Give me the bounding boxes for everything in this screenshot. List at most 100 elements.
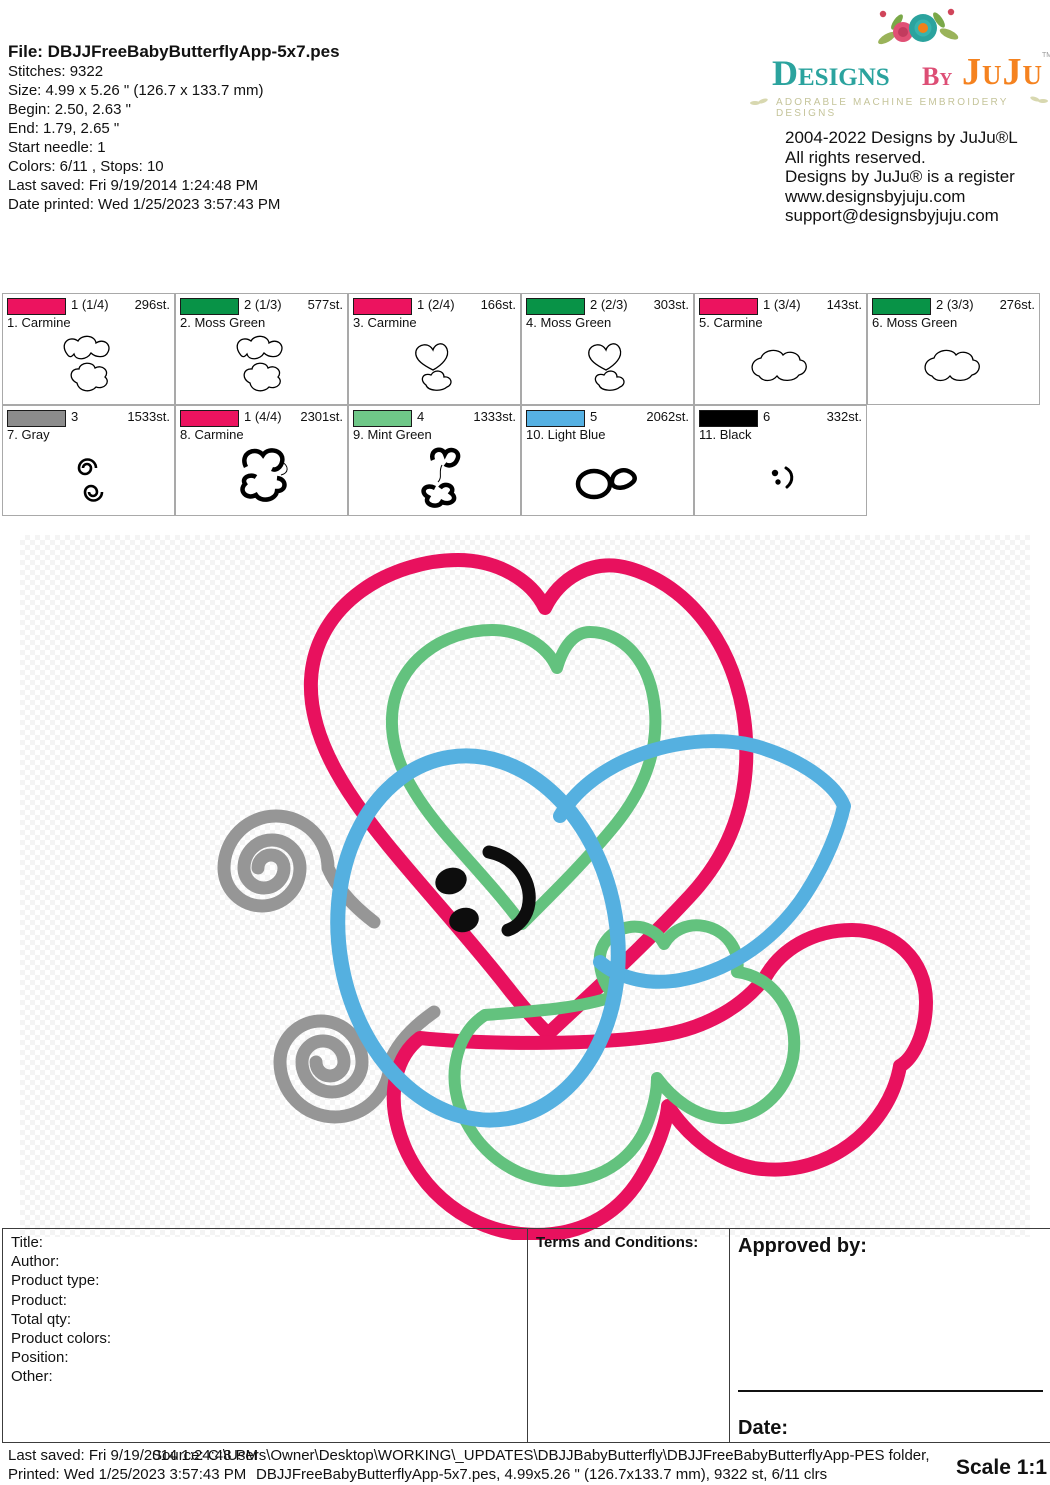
stitch-count: 166st. bbox=[480, 297, 516, 312]
footer-file-summary: DBJJFreeBabyButterflyApp-5x7.pes, 4.99x5… bbox=[256, 1466, 828, 1483]
bottom-wing-carmine bbox=[386, 923, 933, 1240]
brand-word-by: By bbox=[922, 62, 953, 91]
colors-stops-line: Colors: 6/11 , Stops: 10 bbox=[8, 158, 164, 175]
brand-tm: TM bbox=[1042, 52, 1050, 59]
approved-by-label: Approved by: bbox=[738, 1235, 867, 1257]
antenna-spiral-lower bbox=[273, 1005, 441, 1124]
thread-swatch bbox=[699, 410, 758, 427]
stitch-count: 276st. bbox=[999, 297, 1035, 312]
thread-name: 9. Mint Green bbox=[353, 427, 432, 442]
thread-swatch bbox=[526, 298, 585, 315]
stitch-count: 143st. bbox=[826, 297, 862, 312]
thread-name: 11. Black bbox=[699, 427, 752, 442]
section-thumbnail-icon bbox=[415, 343, 452, 391]
antenna-spiral-upper bbox=[217, 809, 381, 929]
section-thumbnail-icon bbox=[236, 335, 283, 392]
thread-swatch bbox=[526, 410, 585, 427]
thread-name: 4. Moss Green bbox=[526, 315, 612, 330]
stitches-line: Stitches: 9322 bbox=[8, 63, 104, 80]
section-thumbnail-icon bbox=[63, 335, 110, 392]
form-labels: Title: Author: Product type: Product: To… bbox=[3, 1229, 527, 1387]
thread-name: 8. Carmine bbox=[180, 427, 244, 442]
needle-label: 1 (2/4) bbox=[417, 297, 455, 312]
color-block-cell: 2 (3/3) 276st. 6. Moss Green bbox=[867, 293, 1040, 405]
brand-logo: Designs By JuJu TM ADORABLE MACHINE EMBR… bbox=[750, 0, 1050, 120]
color-block-cell: 1 (1/4) 296st. 1. Carmine bbox=[2, 293, 175, 405]
thread-swatch bbox=[872, 298, 931, 315]
copyright-years: 2004-2022 Designs by JuJu®L bbox=[785, 128, 1018, 147]
scale-label: Scale 1:1 bbox=[956, 1456, 1048, 1479]
form-label-product-colors: Product colors: bbox=[11, 1330, 112, 1348]
thread-name: 7. Gray bbox=[7, 427, 50, 442]
stitch-count: 296st. bbox=[134, 297, 170, 312]
thread-swatch bbox=[7, 298, 66, 315]
needle-label: 2 (1/3) bbox=[244, 297, 282, 312]
date-label: Date: bbox=[738, 1417, 789, 1439]
needle-label: 4 bbox=[417, 409, 425, 424]
color-block-cell: 4 1333st. 9. Mint Green bbox=[348, 405, 521, 516]
rights-reserved: All rights reserved. bbox=[785, 147, 926, 167]
section-thumbnail-icon bbox=[240, 448, 288, 502]
section-thumbnail-icon bbox=[575, 467, 637, 500]
date-printed-line: Date printed: Wed 1/25/2023 3:57:43 PM bbox=[8, 196, 281, 213]
needle-label: 1 (3/4) bbox=[763, 297, 801, 312]
section-thumbnail-icon bbox=[751, 349, 807, 382]
size-line: Size: 4.99 x 5.26 " (126.7 x 133.7 mm) bbox=[8, 82, 264, 99]
form-label-other: Other: bbox=[11, 1368, 53, 1386]
color-block-cell: 1 (2/4) 166st. 3. Carmine bbox=[348, 293, 521, 405]
needle-label: 3 bbox=[71, 409, 79, 424]
thread-swatch bbox=[353, 298, 412, 315]
form-label-author: Author: bbox=[11, 1253, 60, 1271]
approval-box: Approved by: Date: bbox=[729, 1228, 1050, 1443]
brand-word-designs: Designs bbox=[772, 53, 890, 93]
stitch-count: 1533st. bbox=[127, 409, 170, 424]
needle-label: 2 (2/3) bbox=[590, 297, 628, 312]
color-block-cell: 2 (1/3) 577st. 2. Moss Green bbox=[175, 293, 348, 405]
needle-label: 5 bbox=[590, 409, 598, 424]
color-block-cell: 3 1533st. 7. Gray bbox=[2, 405, 175, 516]
section-thumbnail-icon bbox=[588, 343, 625, 391]
section-thumbnail-icon bbox=[77, 458, 104, 502]
eye-upper bbox=[435, 867, 467, 895]
section-thumbnail-icon bbox=[421, 447, 461, 508]
last-saved-line: Last saved: Fri 9/19/2014 1:24:48 PM bbox=[8, 177, 259, 194]
brand-word-juju: JuJu bbox=[962, 51, 1043, 93]
stitch-count: 1333st. bbox=[473, 409, 516, 424]
form-label-position: Position: bbox=[11, 1349, 69, 1367]
thread-swatch bbox=[353, 410, 412, 427]
stitch-count: 577st. bbox=[307, 297, 343, 312]
flower-icon bbox=[878, 8, 959, 45]
color-block-cell: 6 332st. 11. Black bbox=[694, 405, 867, 516]
right-wing-blue bbox=[553, 734, 851, 989]
color-block-cell: 2 (2/3) 303st. 4. Moss Green bbox=[521, 293, 694, 405]
needle-label: 2 (3/3) bbox=[936, 297, 974, 312]
smile-arc bbox=[482, 845, 536, 937]
form-label-title: Title: bbox=[11, 1234, 43, 1251]
needle-label: 6 bbox=[763, 409, 771, 424]
terms-box: Terms and Conditions: bbox=[527, 1228, 730, 1443]
begin-line: Begin: 2.50, 2.63 " bbox=[8, 101, 131, 118]
head-blue bbox=[330, 748, 626, 1128]
website-url: www.designsbyjuju.com bbox=[785, 186, 966, 206]
thread-name: 3. Carmine bbox=[353, 315, 417, 330]
footer-source-path: Source: C:\Users\Owner\Desktop\WORKING\_… bbox=[152, 1447, 930, 1464]
thread-swatch bbox=[180, 410, 239, 427]
thread-swatch bbox=[699, 298, 758, 315]
stitch-count: 2062st. bbox=[646, 409, 689, 424]
thread-name: 5. Carmine bbox=[699, 315, 763, 330]
laurel-right-icon bbox=[1030, 96, 1048, 103]
section-thumbnail-icon bbox=[924, 349, 980, 382]
thread-swatch bbox=[7, 410, 66, 427]
color-block-cell: 5 2062st. 10. Light Blue bbox=[521, 405, 694, 516]
needle-label: 1 (1/4) bbox=[71, 297, 109, 312]
copyright-block: 2004-2022 Designs by JuJu®L All rights r… bbox=[785, 128, 1050, 226]
color-block-cell: 1 (4/4) 2301st. 8. Carmine bbox=[175, 405, 348, 516]
order-info-box: Title: Author: Product type: Product: To… bbox=[2, 1228, 528, 1443]
section-thumbnail-icon bbox=[771, 466, 794, 489]
header-info: File: DBJJFreeBabyButterflyApp-5x7.pes S… bbox=[8, 42, 340, 214]
laurel-left-icon bbox=[750, 98, 768, 105]
needle-label: 1 (4/4) bbox=[244, 409, 282, 424]
embroidery-design-preview bbox=[217, 553, 933, 1240]
bottom-heart-mint bbox=[448, 919, 801, 1187]
support-email: support@designsbyjuju.com bbox=[785, 206, 999, 225]
